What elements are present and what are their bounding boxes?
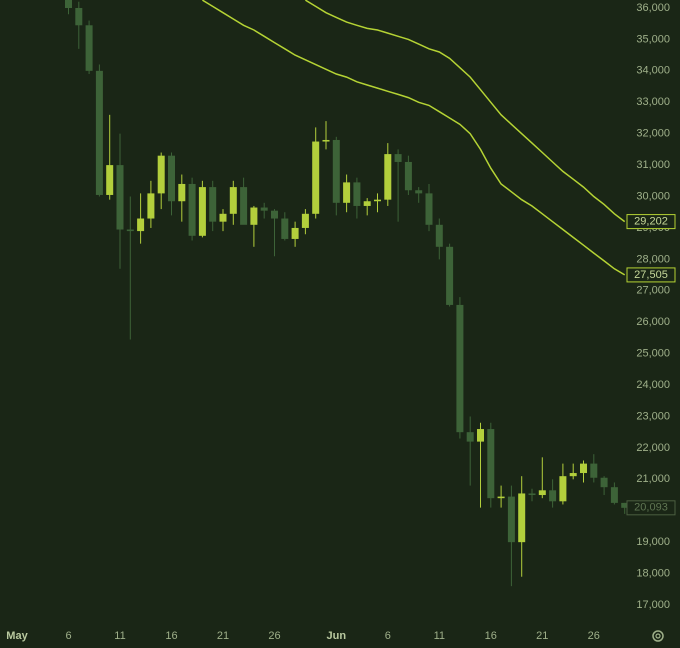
candle-body	[147, 193, 155, 219]
candle-body	[538, 490, 546, 496]
x-tick-label: 16	[165, 630, 177, 642]
candle-body	[353, 182, 361, 206]
x-tick-label: 16	[485, 630, 497, 642]
x-tick-label: 21	[536, 630, 548, 642]
price-label-box	[626, 267, 676, 283]
y-tick-label: 36,000	[636, 2, 670, 14]
candle-body	[229, 187, 237, 214]
y-tick-label: 28,000	[636, 253, 670, 265]
candle-body	[157, 155, 165, 194]
candle-body	[85, 25, 93, 71]
y-tick-label: 17,000	[636, 599, 670, 611]
candle-body	[477, 429, 484, 442]
candle-body	[600, 477, 608, 488]
candle-body	[487, 429, 495, 499]
candle-body	[466, 432, 474, 442]
price-label: 20,093	[634, 502, 668, 514]
candle-body	[240, 187, 248, 225]
x-tick-label: 11	[434, 630, 445, 642]
x-tick-label: Jun	[327, 630, 347, 642]
y-tick-label: 27,000	[636, 285, 670, 297]
candle-body	[446, 246, 454, 305]
candle-body	[322, 139, 330, 142]
candle-body	[435, 224, 443, 247]
candle-body	[580, 463, 587, 474]
candle-body	[415, 190, 423, 194]
candle-body	[363, 201, 371, 206]
candle-body	[374, 199, 381, 202]
x-tick-label: 21	[217, 630, 229, 642]
candle-body	[178, 183, 186, 202]
y-tick-label: 35,000	[636, 33, 670, 45]
x-tick-label: 26	[588, 630, 600, 642]
candle-body	[168, 155, 175, 202]
candle-body	[250, 207, 258, 225]
candle-body	[137, 218, 145, 232]
candle-body	[281, 218, 289, 239]
price-label: 29,202	[634, 216, 668, 228]
y-tick-label: 25,000	[636, 348, 670, 360]
moving-average-line	[202, 0, 626, 276]
y-tick-label: 23,000	[636, 410, 670, 422]
candle-body	[65, 0, 72, 8]
plot-area	[65, 0, 628, 587]
y-tick-label: 30,000	[636, 190, 670, 202]
candle-body	[343, 182, 351, 203]
price-label-box	[626, 214, 676, 230]
settings-icon[interactable]	[652, 630, 664, 642]
x-tick-label: 11	[114, 630, 125, 642]
candle-body	[301, 213, 309, 228]
candle-body	[209, 187, 217, 222]
candle-body	[497, 496, 505, 499]
y-tick-label: 19,000	[636, 536, 670, 548]
candle-body	[425, 193, 433, 225]
x-tick-label: 6	[385, 630, 391, 642]
y-tick-label: 24,000	[636, 379, 670, 391]
candle-body	[126, 229, 134, 232]
candle-body	[106, 165, 114, 195]
candle-body	[528, 493, 536, 496]
candle-body	[95, 70, 103, 195]
y-tick-label: 18,000	[636, 567, 670, 579]
y-tick-label: 32,000	[636, 128, 670, 140]
price-label: 27,505	[634, 269, 668, 281]
y-tick-label: 22,000	[636, 442, 670, 454]
candle-body	[394, 154, 402, 162]
y-tick-label: 26,000	[636, 316, 670, 328]
y-tick-label: 33,000	[636, 96, 670, 108]
candle-body	[271, 210, 278, 219]
candle-body	[260, 207, 268, 211]
candle-body	[332, 139, 340, 203]
candle-body	[569, 473, 577, 477]
candle-body	[404, 161, 412, 191]
x-tick-label: 26	[268, 630, 280, 642]
candle-body	[549, 490, 557, 502]
candle-body	[75, 8, 83, 26]
x-tick-label: May	[6, 630, 28, 642]
y-tick-label: 31,000	[636, 159, 670, 171]
x-tick-label: 6	[65, 630, 71, 642]
candle-body	[188, 183, 196, 236]
candle-body	[219, 213, 227, 222]
candle-body	[384, 154, 392, 200]
candle-body	[116, 165, 124, 230]
candle-body	[312, 141, 320, 214]
candle-body	[507, 496, 515, 543]
candle-body	[291, 227, 299, 239]
candle-body	[559, 476, 567, 502]
candle-body	[621, 502, 628, 508]
candle-body	[518, 493, 526, 543]
moving-average-line	[305, 0, 626, 223]
candle-body	[590, 463, 598, 478]
y-tick-label: 21,000	[636, 473, 670, 485]
price-label-box	[626, 500, 676, 516]
y-tick-label: 34,000	[636, 65, 670, 77]
candle-body	[198, 187, 206, 236]
candle-body	[456, 304, 464, 433]
candle-body	[610, 487, 618, 503]
